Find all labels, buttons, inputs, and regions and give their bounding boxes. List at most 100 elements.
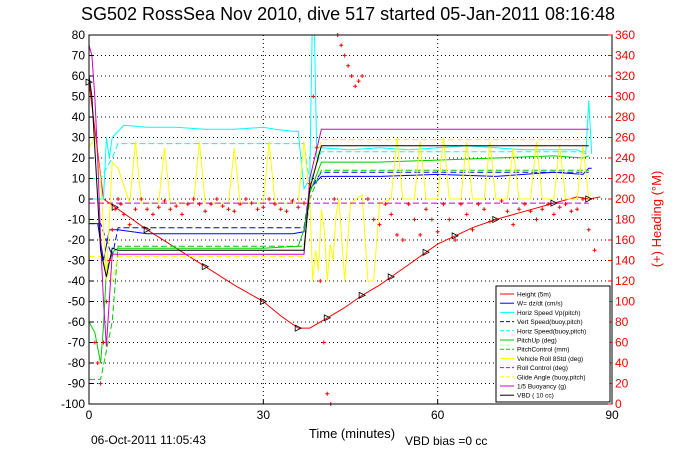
series-line-2 [89, 34, 593, 200]
y-tick-label: 0 [78, 192, 85, 206]
y-tick-label: 40 [72, 110, 86, 124]
series-line-9 [89, 139, 589, 283]
heading-point [522, 202, 527, 207]
height-marker [294, 324, 303, 332]
y2-tick-label: 60 [615, 336, 629, 350]
heading-point [185, 202, 190, 207]
heading-layer [92, 33, 597, 406]
x-tick-label: 0 [86, 408, 93, 422]
series-layer [85, 34, 601, 380]
y2-tick-label: 160 [615, 233, 635, 247]
y-tick-label: -100 [61, 397, 85, 411]
legend-label: W= dz/dt (cm/s) [517, 301, 563, 308]
series-line-3 [89, 171, 589, 259]
heading-point [447, 217, 452, 222]
heading-point [453, 238, 458, 242]
heading-point [249, 201, 254, 206]
heading-point [377, 222, 382, 227]
heading-point [511, 222, 516, 227]
y-tick-label: -50 [68, 295, 86, 309]
heading-point [586, 227, 591, 232]
heading-point [418, 232, 423, 237]
legend-label: Vert Speed(buoy,pitch) [517, 319, 583, 326]
heading-point [383, 202, 388, 207]
heading-point [133, 207, 138, 212]
y-tick-label: -10 [68, 213, 86, 227]
heading-point [540, 207, 545, 212]
x-tick-label: 60 [431, 408, 445, 422]
y2-axis-label: (+) Heading (°M) [649, 171, 664, 268]
heading-point [318, 279, 323, 283]
heading-point [528, 209, 533, 214]
heading-point [92, 340, 97, 345]
heading-point [575, 207, 580, 212]
heading-point [592, 248, 597, 253]
heading-point [580, 197, 585, 201]
height-marker [143, 226, 152, 234]
heading-point [296, 205, 301, 210]
heading-point [150, 212, 155, 217]
heading-point [546, 202, 551, 207]
heading-point [470, 227, 475, 232]
heading-point [429, 217, 434, 222]
heading-point [191, 197, 196, 201]
footer-date: 06-Oct-2011 11:05:43 [91, 433, 206, 447]
heading-point [551, 212, 556, 217]
heading-point [95, 361, 100, 365]
heading-point [342, 53, 347, 58]
heading-point [412, 217, 417, 222]
heading-point [406, 202, 411, 207]
y-tick-label: 70 [72, 49, 86, 63]
y2-tick-label: 20 [615, 377, 629, 391]
series-line-0 [88, 82, 601, 329]
y2-tick-label: 240 [615, 151, 635, 165]
heading-point [371, 217, 376, 222]
heading-point [534, 217, 539, 222]
legend-label: 1/5 Buoyancy (g) [517, 384, 566, 391]
height-marker [422, 248, 430, 256]
heading-point [476, 202, 481, 207]
heading-point [118, 202, 123, 207]
heading-point [284, 209, 289, 214]
y-tick-label: -70 [68, 336, 86, 350]
heading-point [209, 202, 214, 207]
heading-point [356, 79, 361, 84]
y2-tick-label: 340 [615, 49, 635, 63]
height-marker [585, 195, 593, 203]
y2-tick-label: 300 [615, 90, 635, 104]
y2-tick-label: 0 [615, 397, 622, 411]
heading-point [499, 199, 504, 204]
legend-label: Glide Angle (buoy,pitch) [517, 374, 586, 381]
heading-point [302, 201, 307, 206]
heading-point [145, 207, 150, 212]
y-tick-label: -40 [68, 274, 86, 288]
y-tick-label: 60 [72, 69, 86, 83]
legend-label: VBD ( 10 cc) [517, 393, 554, 400]
heading-point [314, 145, 319, 150]
series-line-4 [89, 143, 589, 185]
y2-tick-label: 80 [615, 315, 629, 329]
y-tick-label: -90 [68, 377, 86, 391]
heading-point [394, 232, 399, 237]
heading-point [261, 205, 266, 210]
legend-label: Height (5m) [517, 292, 551, 299]
heading-point [325, 391, 330, 396]
heading-point [238, 202, 243, 207]
series-line-10 [88, 45, 589, 347]
chart-title: SG502 RossSea Nov 2010, dive 517 started… [81, 4, 615, 24]
legend-box [495, 285, 611, 403]
heading-point [311, 94, 316, 99]
heading-point [197, 202, 202, 207]
heading-point [353, 84, 358, 89]
y2-tick-label: 360 [615, 28, 635, 42]
heading-point [179, 212, 184, 217]
heading-point [156, 205, 161, 210]
legend-label: PitchUp (deg) [517, 338, 557, 345]
x-axis-label: Time (minutes) [309, 426, 395, 441]
heading-point [557, 205, 562, 210]
y2-tick-label: 140 [615, 254, 635, 268]
y2-tick-label: 120 [615, 274, 635, 288]
heading-point [435, 229, 440, 234]
